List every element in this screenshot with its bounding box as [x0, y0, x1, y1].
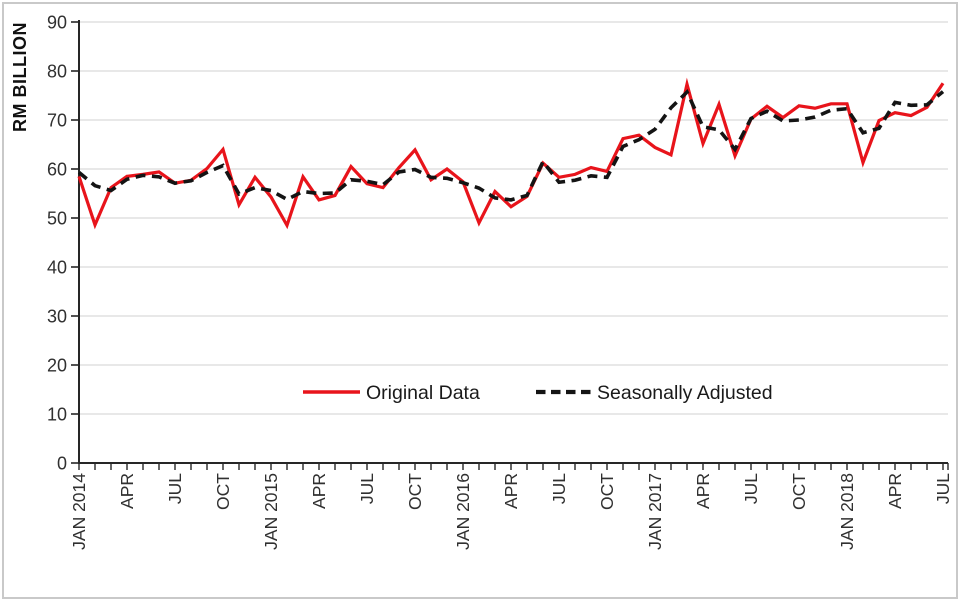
y-tick-label: 40	[47, 258, 67, 278]
x-tick-label: APR	[501, 473, 521, 509]
x-tick-label: JAN 2015	[261, 473, 281, 550]
x-tick-label: APR	[309, 473, 329, 509]
gridlines	[79, 21, 948, 415]
y-tick-label: 90	[47, 13, 67, 33]
y-tick-label: 50	[47, 209, 67, 229]
x-tick-label: JAN 2018	[837, 473, 857, 550]
data-series	[77, 77, 945, 230]
x-tick-label: JAN 2017	[645, 473, 665, 550]
x-tick-label: OCT	[405, 473, 425, 510]
legend-seasonally-adjusted-label: Seasonally Adjusted	[597, 382, 773, 404]
y-tick-label: 0	[57, 454, 67, 474]
x-tick-label: JUL	[357, 473, 377, 504]
y-tick-label: 60	[47, 160, 67, 180]
x-axis-tick-labels: JAN 2014 APR JUL OCT JAN 2015 APR JUL OCT JAN 20…	[69, 473, 953, 550]
y-tick-label: 80	[47, 62, 67, 82]
y-tick-label: 30	[47, 307, 67, 327]
x-tick-label: JAN 2016	[453, 473, 473, 550]
x-tick-label: JUL	[933, 473, 953, 504]
y-tick-label: 70	[47, 111, 67, 131]
x-tick-label: JUL	[165, 473, 185, 504]
x-tick-label: OCT	[597, 473, 617, 510]
y-axis-title: RM BILLION	[10, 22, 30, 132]
x-tick-label: APR	[693, 473, 713, 509]
y-tick-label: 10	[47, 405, 67, 425]
original-data-line	[77, 77, 945, 230]
x-tick-label: OCT	[789, 473, 809, 510]
x-tick-label: JUL	[549, 473, 569, 504]
y-tick-label: 20	[47, 356, 67, 376]
x-tick-label: APR	[117, 473, 137, 509]
x-tick-label: OCT	[213, 473, 233, 510]
seasonally-adjusted-line	[77, 88, 945, 202]
x-tick-label: JAN 2014	[69, 473, 89, 550]
axes	[71, 20, 949, 470]
y-axis-tick-labels: 0 10 20 30 40 50 60 70 80 90	[47, 13, 67, 474]
x-tick-label: JUL	[741, 473, 761, 504]
legend: Original Data Seasonally Adjusted	[303, 382, 773, 404]
legend-original-data-label: Original Data	[366, 382, 480, 404]
x-tick-label: APR	[885, 473, 905, 509]
